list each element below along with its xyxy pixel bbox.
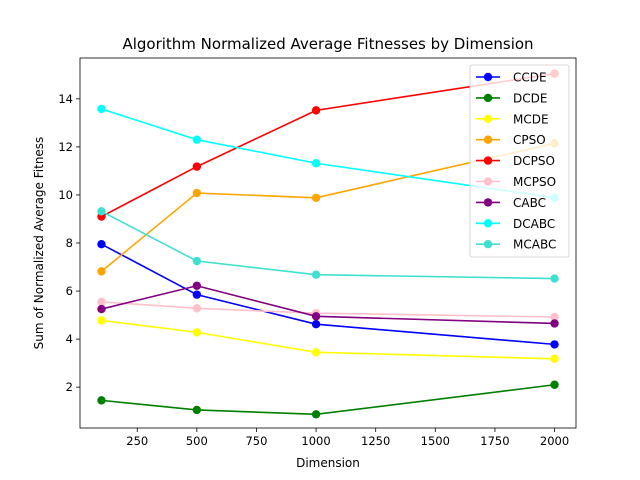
data-point-cabc: [192, 281, 202, 290]
legend-item-cabc: CABC: [476, 196, 546, 210]
series-line-cabc: [101, 284, 555, 325]
legend-label: DCDE: [513, 91, 547, 105]
legend-label: MCABC: [513, 238, 556, 252]
data-point-dcabc: [192, 135, 202, 144]
series-line-cpso: [100, 142, 555, 272]
legend-label: MCPSO: [513, 175, 556, 189]
series-lines: [97, 69, 559, 419]
legend-label: CABC: [513, 196, 546, 210]
data-point-dcpso: [311, 106, 321, 115]
x-tick-label: 500: [186, 434, 208, 448]
legend-label: MCDE: [513, 112, 549, 126]
data-point-mcabc: [192, 256, 202, 266]
legend-item-mcpso: MCPSO: [476, 175, 556, 189]
series-mcabc: [97, 207, 559, 283]
data-point-dcde: [97, 396, 106, 405]
legend-label: DCPSO: [513, 154, 555, 168]
y-tick-label: 4: [66, 332, 73, 346]
x-tick-label: 1000: [301, 434, 330, 448]
legend-item-dcpso: DCPSO: [476, 154, 555, 168]
x-tick-label: 750: [245, 434, 267, 448]
legend-swatch-marker: [483, 198, 493, 207]
legend-swatch-marker: [483, 114, 493, 124]
data-point-ccde: [97, 240, 106, 249]
series-line-dcpso: [101, 72, 555, 218]
legend-box: [469, 64, 570, 258]
data-point-ccde: [550, 340, 559, 349]
legend-swatch-marker: [483, 240, 493, 249]
data-point-dcpso: [192, 162, 202, 171]
data-point-cabc: [311, 312, 321, 321]
series-ccde: [97, 240, 559, 349]
x-axis-label: Dimension: [296, 456, 360, 470]
series-line-dcabc: [101, 108, 555, 199]
y-axis-ticks: 2 4 6 8 10 12 14: [58, 92, 80, 394]
y-tick-label: 6: [66, 284, 73, 298]
data-point-mcde: [192, 328, 202, 337]
legend-swatch-marker: [483, 135, 493, 144]
data-point-mcde: [550, 354, 559, 364]
data-point-cpso: [311, 193, 321, 203]
x-tick-label: 250: [126, 434, 148, 448]
legend-label: CCDE: [513, 71, 547, 85]
plot-frame: [79, 57, 577, 429]
data-point-mcpso: [192, 304, 202, 313]
data-point-ccde: [311, 320, 321, 329]
y-axis-label: Sum of Normalized Average Fitness: [32, 137, 46, 350]
data-point-mcabc: [311, 270, 321, 279]
legend-swatch-marker: [483, 219, 493, 228]
series-line-mcde: [101, 319, 555, 360]
x-tick-label: 1750: [480, 434, 509, 448]
legend-item-dcabc: DCABC: [476, 217, 555, 231]
data-point-dcabc: [97, 104, 106, 114]
data-point-dcabc: [311, 159, 321, 168]
data-point-ccde: [192, 290, 202, 299]
data-point-cabc: [97, 304, 106, 314]
data-point-mcabc: [550, 274, 559, 283]
series-cabc: [97, 281, 559, 328]
data-point-mcde: [311, 348, 321, 357]
legend-swatch-marker: [483, 177, 493, 186]
legend-item-mcabc: MCABC: [476, 238, 556, 252]
y-tick-label: 2: [66, 380, 73, 394]
data-point-cpso: [97, 267, 106, 276]
data-point-dcde: [550, 380, 559, 389]
legend-items: CCDE DCDE MCDE CPSO DCPSO MCPSO CABC DCABC MCABC: [476, 71, 556, 252]
legend-label: DCABC: [513, 217, 555, 231]
y-tick-label: 12: [58, 140, 73, 154]
series-line-dcde: [101, 383, 555, 416]
legend-item-cpso: CPSO: [476, 133, 546, 147]
data-point-cpso: [192, 188, 202, 198]
legend-swatch-marker: [483, 72, 493, 82]
legend-item-mcde: MCDE: [476, 112, 549, 126]
y-tick-label: 10: [58, 188, 73, 202]
x-tick-label: 1250: [361, 434, 390, 448]
data-point-dcde: [192, 405, 202, 415]
series-line-ccde: [101, 243, 555, 346]
legend-swatch-marker: [483, 156, 493, 165]
legend-label: CPSO: [513, 133, 546, 147]
legend-swatch-marker: [483, 93, 493, 103]
series-dcde: [97, 380, 559, 419]
y-tick-label: 8: [66, 236, 73, 250]
data-point-dcde: [311, 410, 321, 419]
y-tick-label: 14: [58, 92, 73, 106]
data-point-mcpso: [550, 312, 559, 322]
series-line-mcpso: [101, 301, 555, 318]
x-tick-label: 1500: [421, 434, 450, 448]
x-axis-ticks: 250 500 750 1000 1250 1500 1750 2000: [126, 428, 569, 448]
legend-item-dcde: DCDE: [476, 91, 547, 105]
data-point-cabc: [550, 319, 559, 328]
series-line-mcabc: [101, 210, 555, 280]
legend: CCDE DCDE MCDE CPSO DCPSO MCPSO CABC DCABC MCABC: [469, 64, 570, 258]
data-point-mcabc: [97, 207, 106, 216]
data-point-mcpso: [97, 297, 106, 307]
x-tick-label: 2000: [540, 434, 569, 448]
data-point-mcde: [97, 316, 106, 325]
series-mcde: [97, 316, 559, 364]
chart-title: Algorithm Normalized Average Fitnesses b…: [122, 35, 533, 53]
legend-item-ccde: CCDE: [476, 71, 547, 85]
